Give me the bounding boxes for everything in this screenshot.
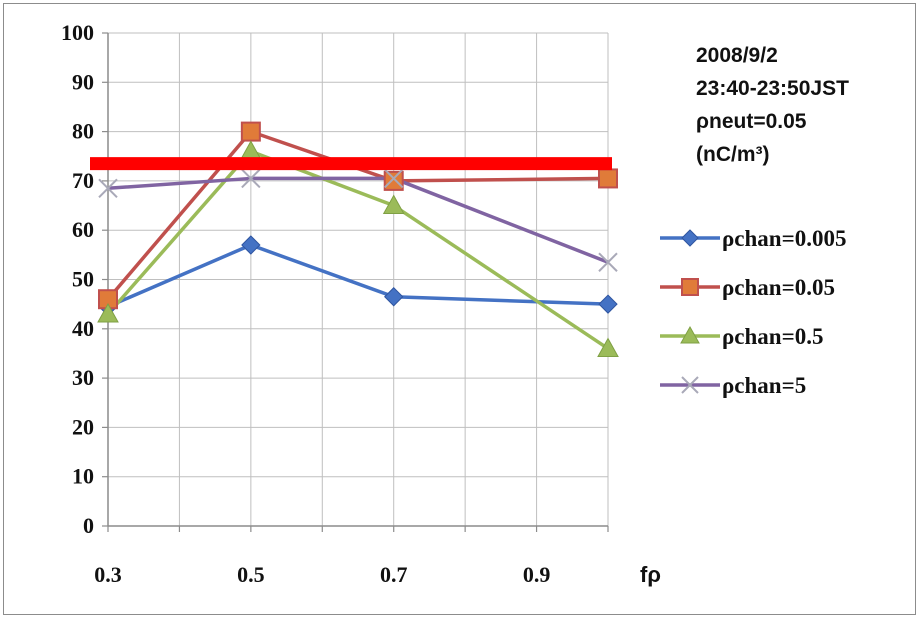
annotation-line: ρneut=0.05: [696, 110, 807, 133]
data-point-diamond: [598, 294, 618, 314]
legend-label: ρchan=0.05: [722, 275, 835, 300]
data-point-square: [681, 278, 699, 296]
data-point-triangle: [382, 194, 405, 215]
legend-item: ρchan=0.05: [660, 275, 835, 300]
legend-item: ρchan=0.005: [660, 226, 846, 251]
data-point-x: [681, 376, 699, 394]
series-line: [107, 243, 609, 309]
y-tick-label: 30: [72, 365, 94, 390]
series-line: [107, 176, 609, 264]
y-tick-label: 60: [72, 217, 94, 242]
legend-label: ρchan=0.005: [722, 226, 846, 251]
annotation-block: 2008/9/2 23:40-23:50JST ρneut=0.05 (nC/m³): [696, 44, 849, 166]
y-tick-label: 50: [72, 267, 94, 292]
data-point-square: [383, 170, 404, 191]
y-tick-label: 0: [83, 513, 94, 538]
x-tick-label: 0.5: [237, 562, 265, 587]
data-point-x: [98, 178, 118, 199]
x-axis-label: fρ: [640, 562, 661, 587]
legend: ρchan=0.005 ρchan=0.05 ρchan=0.5 ρchan=5: [660, 226, 846, 398]
legend-item: ρchan=0.5: [660, 324, 823, 349]
data-point-x: [241, 168, 261, 189]
data-point-square: [240, 121, 261, 142]
y-tick-label: 90: [72, 69, 94, 94]
x-tick-label: 0.9: [523, 562, 551, 587]
data-point-x: [384, 168, 404, 189]
y-tick-labels: 0 10 20 30 40 50 60 70 80 90 100: [61, 20, 94, 538]
y-tick-label: 80: [72, 119, 94, 144]
legend-label: ρchan=5: [722, 373, 806, 398]
data-point-square: [598, 168, 618, 189]
y-tick-label: 100: [61, 20, 94, 45]
x-tick-label: 0.7: [380, 562, 408, 587]
data-point-triangle: [97, 302, 119, 323]
y-tick-label: 10: [72, 464, 94, 489]
chart-frame: [3, 3, 916, 615]
data-point-diamond: [681, 229, 699, 247]
annotation-line: 23:40-23:50JST: [696, 77, 849, 100]
legend-label: ρchan=0.5: [722, 324, 823, 349]
data-point-triangle: [597, 337, 619, 358]
data-point-x: [598, 252, 618, 272]
y-tick-label: 40: [72, 316, 94, 341]
annotation-line: 2008/9/2: [696, 44, 778, 67]
y-tick-label: 20: [72, 414, 94, 439]
data-point-triangle: [680, 325, 700, 344]
y-tick-label: 70: [72, 168, 94, 193]
annotation-line: (nC/m³): [696, 143, 769, 166]
data-point-triangle: [240, 140, 262, 160]
data-point-diamond: [384, 287, 404, 307]
legend-item: ρchan=5: [660, 373, 806, 398]
x-tick-label: 0.3: [94, 562, 122, 587]
series-line: [106, 129, 609, 301]
x-tick-labels: 0.3 0.5 0.7 0.9: [94, 562, 550, 587]
data-point-diamond: [241, 235, 261, 255]
